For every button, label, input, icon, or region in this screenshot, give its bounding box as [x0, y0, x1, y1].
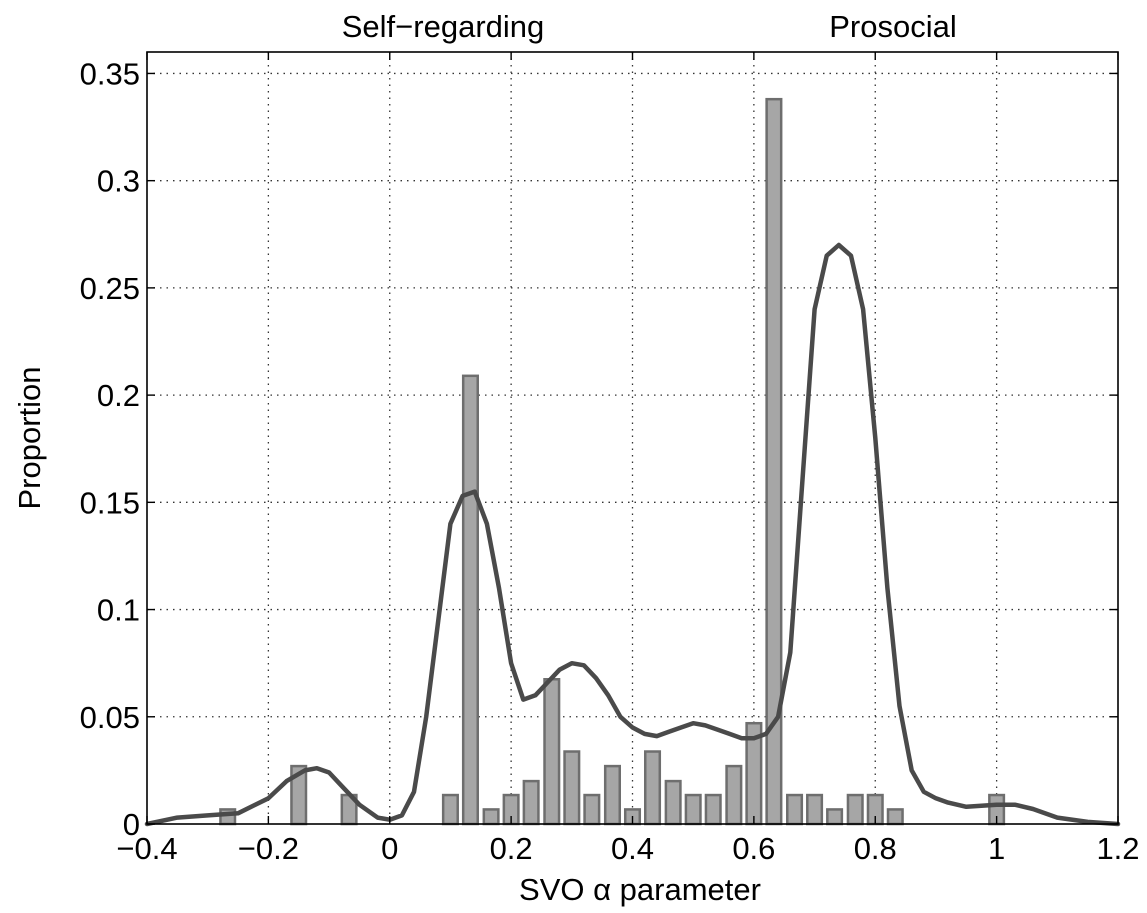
x-tick-label: 0.6	[732, 831, 775, 866]
y-tick-labels: 0 0.05 0.1 0.15 0.2 0.25 0.3 0.35	[80, 56, 140, 842]
x-tick-labels: −0.4 −0.2 0 0.2 0.4 0.6 0.8 1 1.2	[116, 831, 1139, 866]
histogram-bar	[522, 779, 540, 826]
histogram-bar	[806, 793, 824, 826]
x-tick-label: −0.2	[238, 831, 299, 866]
y-tick-label: 0.25	[80, 271, 140, 306]
histogram-bar	[846, 793, 864, 826]
region-label-self-regarding: Self−regarding	[342, 9, 545, 44]
histogram-bar	[684, 793, 702, 826]
histogram-bar	[704, 793, 722, 826]
y-tick-label: 0.1	[97, 593, 140, 628]
y-axis-label: Proportion	[12, 366, 47, 509]
histogram-bar	[886, 808, 904, 826]
histogram-bars	[219, 97, 1006, 826]
x-tick-label: 1.2	[1096, 831, 1139, 866]
plot-frame	[146, 51, 1119, 825]
histogram-bar	[563, 750, 581, 826]
x-tick-label: 0.2	[490, 831, 533, 866]
histogram-bar	[603, 764, 621, 826]
histogram-bar	[644, 750, 662, 826]
histogram-bar	[583, 793, 601, 826]
histogram-bar	[786, 793, 804, 826]
y-tick-label: 0.3	[97, 164, 140, 199]
x-tick-label: 0	[381, 831, 398, 866]
histogram-bar	[543, 678, 561, 826]
y-tick-label: 0.2	[97, 378, 140, 413]
y-tick-label: 0	[123, 807, 140, 842]
x-tick-label: 0.8	[854, 831, 897, 866]
histogram-bar	[664, 779, 682, 826]
x-tick-label: −0.4	[116, 831, 177, 866]
density-curve	[144, 242, 1121, 827]
histogram-bar	[482, 808, 500, 826]
x-axis-label: SVO α parameter	[519, 872, 761, 907]
tick-marks	[146, 52, 1119, 825]
y-tick-label: 0.15	[80, 485, 140, 520]
grid-lines	[147, 52, 1118, 824]
histogram-bar	[441, 793, 459, 826]
histogram-bar	[826, 808, 844, 826]
y-tick-label: 0.05	[80, 700, 140, 735]
x-tick-label: 1	[988, 831, 1005, 866]
region-label-prosocial: Prosocial	[829, 9, 957, 44]
y-tick-label: 0.35	[80, 56, 140, 91]
histogram-bar	[725, 764, 743, 826]
histogram-bar	[461, 374, 479, 826]
x-tick-label: 0.4	[611, 831, 654, 866]
